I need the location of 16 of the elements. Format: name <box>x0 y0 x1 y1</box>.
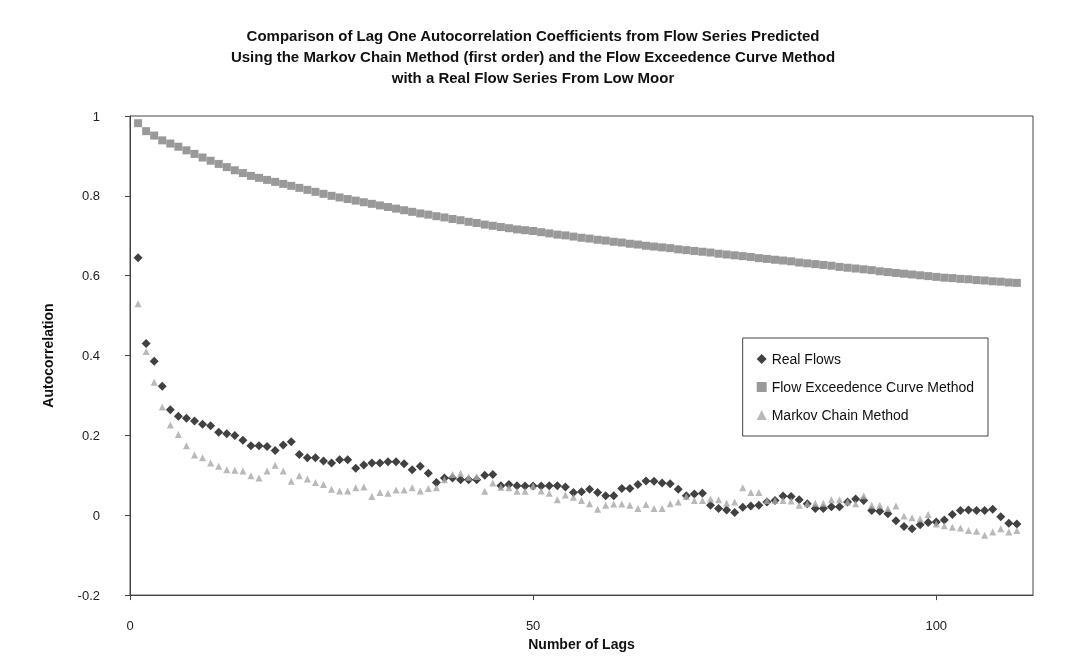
x-tick-label: 100 <box>925 618 948 634</box>
legend-label: Real Flows <box>771 351 841 367</box>
y-tick-label: -0.2 <box>77 587 100 603</box>
y-tick-label: 0.4 <box>81 348 100 364</box>
y-tick-label: 0.8 <box>81 188 100 204</box>
y-tick-label: 0 <box>92 507 100 523</box>
legend-label: Markov Chain Method <box>771 407 909 423</box>
y-tick-label: 0.2 <box>81 427 100 443</box>
chart-title: Comparison of Lag One Autocorrelation Coefficients from Flow Series Predicted Using the Markov Chain Method (first order) and the Flow Exceedence Curve Method with a Real Flow Series From Low Moor <box>230 27 836 86</box>
y-tick-label: 1 <box>92 108 100 124</box>
y-tick-label: 0.6 <box>81 268 100 284</box>
legend-label: Flow Exceedence Curve Method <box>771 379 974 395</box>
y-axis-title: Autocorrelation <box>40 303 56 408</box>
x-tick-label: 50 <box>525 618 541 634</box>
x-axis-title: Number of Lags <box>528 636 635 652</box>
x-tick-label: 0 <box>126 618 134 634</box>
